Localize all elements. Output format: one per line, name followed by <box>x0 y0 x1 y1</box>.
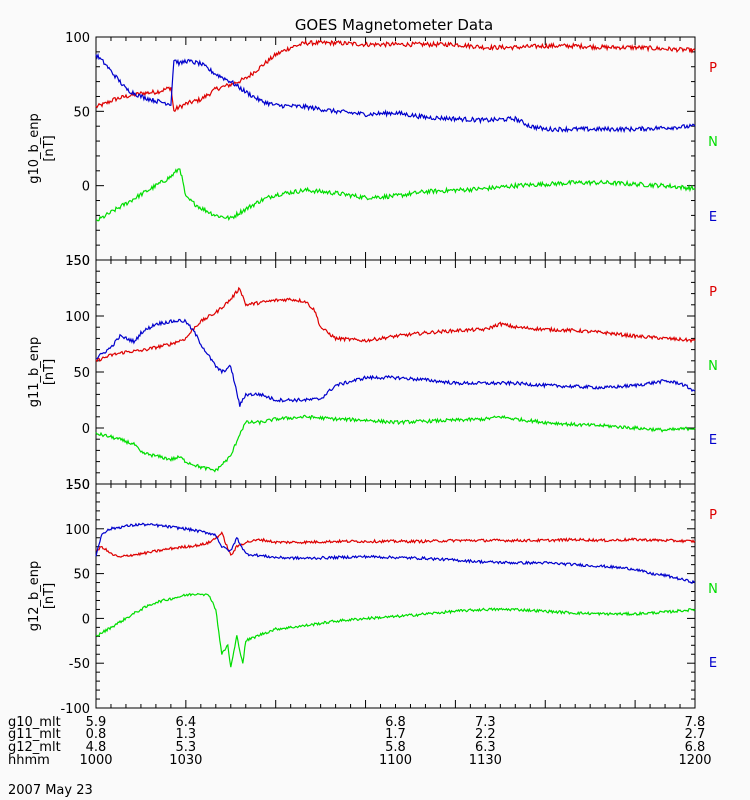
legend-P: P <box>709 285 717 300</box>
panel-1: 100 50 0 -50 g10_b_enp [nT] P N E <box>27 31 718 269</box>
footer-value: 1130 <box>469 753 502 768</box>
y-axis-unit: [nT] <box>42 359 57 385</box>
footer-row-label: hhmm <box>8 753 50 768</box>
series-line-N <box>95 168 696 222</box>
y-tick-label: 0 <box>82 422 90 437</box>
series-line-E <box>95 522 696 584</box>
y-tick-label: 150 <box>65 478 90 493</box>
y-axis-label: g12_b_enp <box>27 561 42 632</box>
panel-3: 150 100 50 0 -50 -100 g12_b_enp [nT] P N E <box>27 478 718 717</box>
series-line-N <box>95 592 696 668</box>
footer-row-label: g12_mlt <box>8 740 61 755</box>
footer-value: 2.2 <box>475 727 496 742</box>
y-axis-unit: [nT] <box>42 583 57 609</box>
footer-value: 5.8 <box>385 740 406 755</box>
series-line-E <box>95 318 696 407</box>
y-axis-label: g10_b_enp <box>27 113 42 184</box>
y-tick-label: 100 <box>65 310 90 325</box>
y-tick-label: -50 <box>69 657 90 672</box>
footer-value: 6.3 <box>475 740 496 755</box>
series-line-E <box>95 52 696 134</box>
footer-value: 1.3 <box>176 727 197 742</box>
y-tick-label: -100 <box>60 702 90 717</box>
footer-value: 4.8 <box>86 740 107 755</box>
legend-N: N <box>708 135 718 150</box>
panel-frame <box>95 259 696 485</box>
footer-value: 5.9 <box>86 715 107 730</box>
footer-value: 0.8 <box>86 727 107 742</box>
y-axis-unit: [nT] <box>42 135 57 161</box>
y-tick-label: 50 <box>73 366 90 381</box>
footer-value: 7.3 <box>475 715 496 730</box>
footer-value: 1.7 <box>385 727 406 742</box>
y-tick-label: -50 <box>69 478 90 493</box>
series-line-P <box>95 286 696 363</box>
footer-value: 6.8 <box>685 740 706 755</box>
panel-2: 150 100 50 0 -50 g11_b_enp [nT] P N E <box>27 254 718 493</box>
footer-value: 1030 <box>169 753 202 768</box>
legend-P: P <box>709 508 717 523</box>
series-line-N <box>95 414 696 473</box>
series-line-P <box>95 531 696 558</box>
footer-value: 1000 <box>79 753 112 768</box>
y-tick-label: 50 <box>73 568 90 583</box>
y-tick-label: 50 <box>73 105 90 120</box>
y-tick-label: -50 <box>69 254 90 269</box>
chart-title: GOES Magnetometer Data <box>295 16 493 34</box>
footer-value: 1100 <box>379 753 412 768</box>
footer-value: 7.8 <box>685 715 706 730</box>
footer-value: 2.7 <box>685 727 706 742</box>
panel-frame <box>95 36 696 261</box>
footer-value: 6.4 <box>176 715 197 730</box>
footer-row-label: g11_mlt <box>8 727 61 742</box>
footer-value: 6.8 <box>385 715 406 730</box>
legend-P: P <box>709 61 717 76</box>
y-tick-label: 150 <box>65 254 90 269</box>
footer-value: 1200 <box>678 753 711 768</box>
y-tick-label: 0 <box>82 180 90 195</box>
y-tick-label: 0 <box>82 612 90 627</box>
y-axis-label: g11_b_enp <box>27 337 42 408</box>
series-line-P <box>95 39 696 113</box>
legend-N: N <box>708 359 718 374</box>
y-tick-label: 100 <box>65 523 90 538</box>
date-label: 2007 May 23 <box>8 783 93 798</box>
legend-E: E <box>709 656 717 671</box>
legend-E: E <box>709 210 717 225</box>
legend-N: N <box>708 582 718 597</box>
y-tick-label: 100 <box>65 31 90 46</box>
legend-E: E <box>709 433 717 448</box>
footer-row-label: g10_mlt <box>8 715 61 730</box>
footer-value: 5.3 <box>176 740 197 755</box>
